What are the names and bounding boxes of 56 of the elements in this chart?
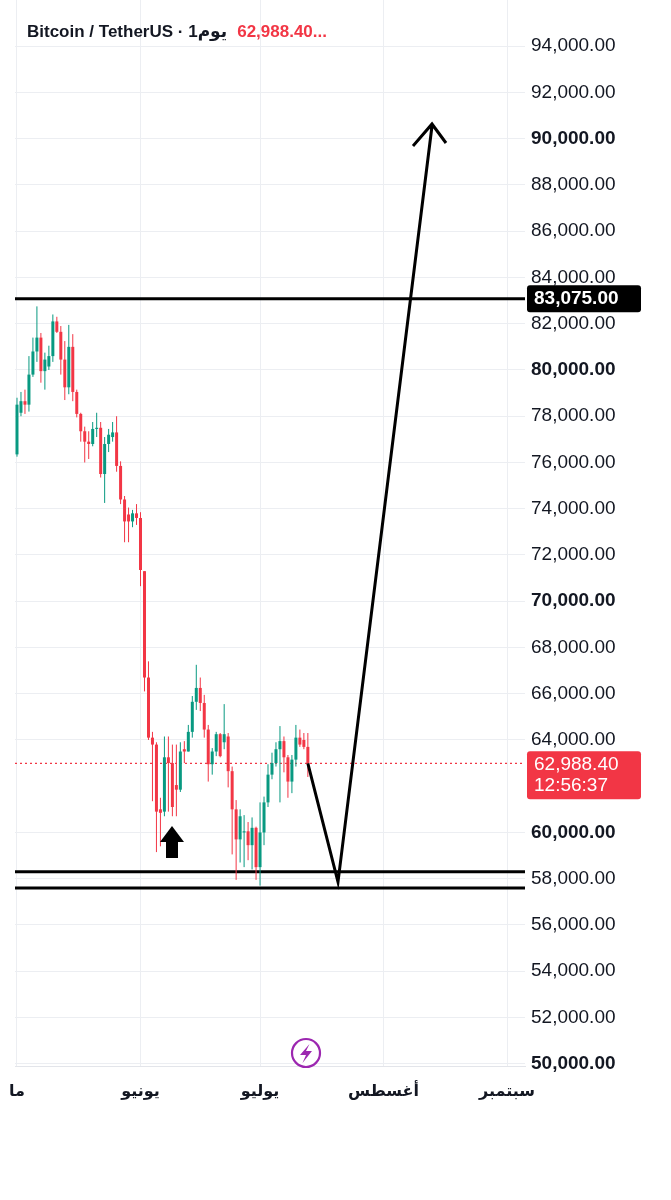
candlestick: [198, 677, 202, 712]
candlestick: [43, 352, 47, 391]
y-tick-label: 92,000.00: [531, 80, 616, 102]
y-tick-label: 86,000.00: [531, 219, 616, 241]
candlestick: [242, 814, 246, 868]
candlestick: [107, 428, 111, 453]
candlestick: [218, 732, 222, 758]
y-tick-label: 64,000.00: [531, 728, 616, 750]
candlestick: [111, 421, 115, 443]
y-tick-label: 74,000.00: [531, 496, 616, 518]
y-tick-label: 54,000.00: [531, 959, 616, 981]
candlestick: [298, 729, 302, 748]
y-tick-label: 82,000.00: [531, 311, 616, 333]
y-tick-label: 66,000.00: [531, 681, 616, 703]
candlestick: [79, 412, 83, 443]
candlestick: [186, 724, 190, 753]
y-tick-label: 80,000.00: [531, 358, 616, 380]
candlestick: [91, 421, 95, 447]
x-tick-label: يوليو: [239, 1080, 280, 1100]
text: Bitcoin / TetherUS · 1يوم: [27, 21, 228, 42]
candlestick: [182, 740, 186, 764]
y-tick-label: 68,000.00: [531, 635, 616, 657]
candlestick: [238, 808, 242, 864]
candlestick: [95, 412, 99, 438]
candlestick: [83, 426, 87, 463]
x-tick-label: أغسطس: [348, 1079, 420, 1100]
y-tick-label: 90,000.00: [531, 126, 616, 148]
x-tick-label: سبتمبر: [478, 1080, 536, 1100]
y-tick-label: 76,000.00: [531, 450, 616, 472]
x-tick-label: يونيو: [120, 1080, 160, 1100]
y-tick-label: 84,000.00: [531, 265, 616, 287]
candlestick: [135, 503, 139, 526]
x-tick-label: ما: [9, 1080, 25, 1100]
candlestick: [250, 816, 254, 870]
y-tick-label: 56,000.00: [531, 913, 616, 935]
candlestick: [123, 495, 127, 543]
candlestick: [23, 389, 27, 415]
candlestick: [194, 664, 198, 711]
candlestick: [214, 731, 218, 757]
candlestick: [210, 747, 214, 776]
candlestick: [222, 703, 226, 750]
candlestick: [246, 821, 250, 861]
y-tick-label: 88,000.00: [531, 173, 616, 195]
candlestick: [75, 389, 79, 418]
y-tick-label: 50,000.00: [531, 1051, 616, 1073]
y-tick-label: 94,000.00: [531, 34, 616, 56]
ref-line-label: 62,988.40 12:56:37: [534, 753, 619, 796]
y-tick-label: 78,000.00: [531, 404, 616, 426]
y-tick-label: 52,000.00: [531, 1005, 616, 1027]
y-tick-label: 60,000.00: [531, 820, 616, 842]
y-tick-label: 72,000.00: [531, 543, 616, 565]
candlestick: [278, 725, 282, 803]
text: 62,988.40...: [237, 22, 327, 42]
ref-line-label: 83,075.00: [534, 287, 619, 309]
y-tick-label: 70,000.00: [531, 589, 616, 611]
y-tick-label: 58,000.00: [531, 866, 616, 888]
